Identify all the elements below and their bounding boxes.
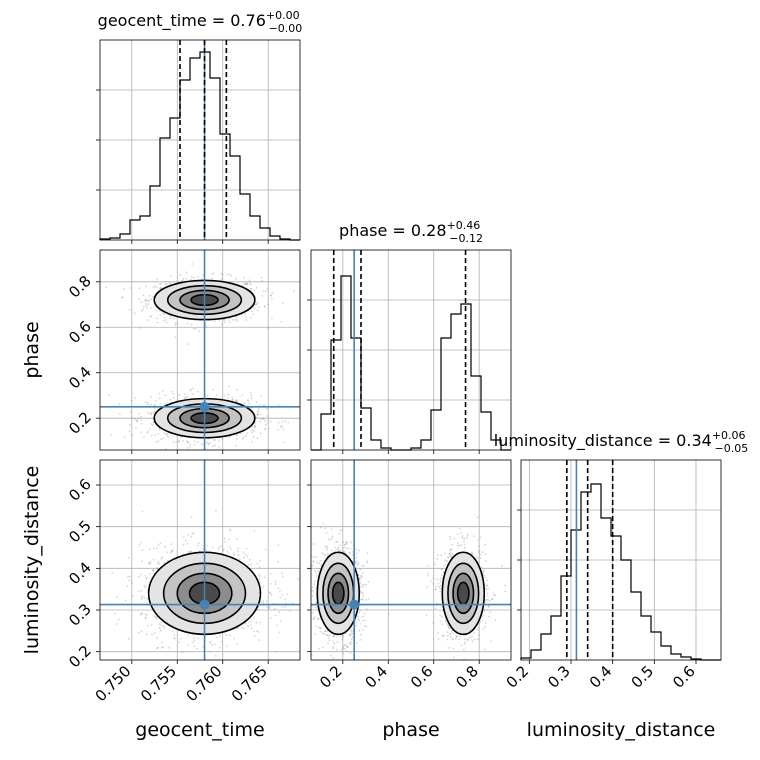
axes-frame bbox=[99, 39, 301, 241]
y-tick-label-luminosity_distance: 0.5 bbox=[65, 517, 95, 547]
x-tick-label-luminosity_distance: 0.3 bbox=[544, 662, 574, 692]
axes-frame bbox=[99, 459, 301, 661]
grid bbox=[100, 40, 300, 240]
x-axis-label-phase: phase bbox=[382, 719, 439, 741]
density-fill bbox=[457, 582, 469, 605]
histogram-steps bbox=[520, 483, 721, 661]
title-err-minus: −0.12 bbox=[449, 232, 483, 245]
histogram-luminosity_distance bbox=[517, 459, 722, 661]
x-tick-label-luminosity_distance: 0.6 bbox=[669, 662, 699, 692]
truth-marker bbox=[349, 599, 360, 610]
x-axis-label-luminosity_distance: luminosity_distance bbox=[527, 719, 716, 741]
x-tick-label-phase: 0.4 bbox=[362, 662, 392, 692]
x-tick-label-phase: 0.8 bbox=[452, 662, 482, 692]
histogram-title-geocent_time: geocent_time = 0.76+0.00 −0.00 bbox=[98, 9, 303, 35]
x-tick-label-luminosity_distance: 0.5 bbox=[628, 662, 658, 692]
density-contour bbox=[441, 551, 486, 636]
y-tick-label-luminosity_distance: 0.3 bbox=[65, 600, 95, 630]
histogram-geocent_time bbox=[96, 39, 301, 244]
x-tick-label-phase: 0.6 bbox=[407, 662, 437, 692]
y-tick-label-luminosity_distance: 0.6 bbox=[65, 475, 95, 505]
density-contour bbox=[316, 551, 361, 636]
y-tick-label-phase: 0.2 bbox=[65, 408, 95, 438]
density-contour bbox=[452, 572, 475, 615]
truth-marker bbox=[199, 599, 210, 610]
x-tick-label-geocent_time: 0.755 bbox=[137, 662, 180, 705]
title-err-minus: −0.00 bbox=[269, 22, 303, 35]
axes-frame bbox=[520, 459, 722, 661]
density-fill bbox=[332, 582, 344, 605]
axes-frame bbox=[310, 249, 512, 451]
x-axis-label-geocent_time: geocent_time bbox=[135, 719, 264, 741]
y-tick-label-luminosity_distance: 0.4 bbox=[65, 558, 95, 588]
histogram-title-phase: phase = 0.28+0.46 −0.12 bbox=[339, 219, 483, 245]
density-contour bbox=[447, 562, 480, 625]
y-axis-label-luminosity_distance: luminosity_distance bbox=[21, 466, 43, 655]
y-tick-label-phase: 0.6 bbox=[65, 317, 95, 347]
x-tick-label-luminosity_distance: 0.2 bbox=[503, 662, 533, 692]
y-tick-label-luminosity_distance: 0.2 bbox=[65, 642, 95, 672]
y-tick-label-phase: 0.4 bbox=[65, 363, 95, 393]
y-axis-label-phase: phase bbox=[21, 321, 43, 378]
density-contour bbox=[327, 572, 350, 615]
title-err-plus: +0.46 bbox=[447, 219, 481, 232]
joint-panel-geocent_time-phase bbox=[99, 249, 301, 454]
x-tick-label-geocent_time: 0.760 bbox=[182, 662, 225, 705]
axes-frame bbox=[310, 459, 512, 661]
histogram-steps bbox=[99, 51, 300, 241]
axes-frame bbox=[99, 249, 301, 451]
title-err-plus: +0.00 bbox=[266, 9, 300, 22]
grid bbox=[311, 250, 511, 450]
x-tick-label-geocent_time: 0.750 bbox=[92, 662, 135, 705]
title-err-plus: +0.06 bbox=[712, 429, 746, 442]
x-tick-label-geocent_time: 0.765 bbox=[228, 662, 271, 705]
title-err-minus: −0.05 bbox=[715, 442, 749, 455]
histogram-title-luminosity_distance: luminosity_distance = 0.34+0.06 −0.05 bbox=[494, 429, 749, 455]
joint-panel-phase-luminosity_distance bbox=[307, 459, 512, 661]
x-tick-label-luminosity_distance: 0.4 bbox=[586, 662, 616, 692]
y-tick-label-phase: 0.8 bbox=[65, 272, 95, 302]
histogram-steps bbox=[311, 275, 511, 451]
truth-marker bbox=[199, 401, 210, 412]
histogram-phase bbox=[307, 249, 512, 454]
x-tick-label-phase: 0.2 bbox=[316, 662, 346, 692]
joint-panel-geocent_time-luminosity_distance bbox=[99, 459, 301, 661]
